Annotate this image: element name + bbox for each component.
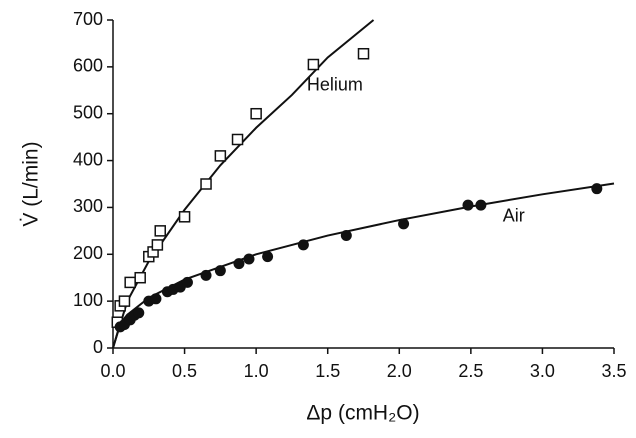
point: [307, 58, 320, 71]
point: [233, 258, 245, 270]
y-tick-label: 600: [73, 56, 103, 76]
point: [200, 269, 212, 281]
point: [475, 199, 487, 211]
point: [297, 239, 309, 251]
x-tick-label: 0.5: [172, 361, 197, 381]
x-tick-label: 3.5: [601, 361, 626, 381]
series-label: Helium: [307, 74, 363, 94]
point: [340, 230, 352, 242]
point: [250, 107, 262, 120]
point: [181, 276, 193, 288]
y-tick-label: 300: [73, 196, 103, 216]
point: [133, 307, 145, 319]
point: [150, 293, 162, 305]
point: [243, 253, 255, 265]
x-tick-label: 1.5: [315, 361, 340, 381]
point: [200, 178, 212, 190]
y-tick-label: 0: [93, 337, 103, 357]
x-tick-label: 2.0: [387, 361, 412, 381]
point: [154, 225, 166, 237]
y-tick-label: 400: [73, 149, 103, 169]
x-tick-label: 3.0: [530, 361, 555, 381]
point: [231, 133, 244, 146]
y-tick-label: 200: [73, 243, 103, 263]
series-label: Air: [503, 206, 525, 226]
point: [591, 183, 603, 195]
y-axis-label: V̇ (L/min): [20, 141, 43, 226]
fit-curve: [112, 182, 615, 349]
y-tick-label: 500: [73, 102, 103, 122]
point: [124, 276, 136, 289]
point: [357, 47, 370, 60]
point: [214, 265, 226, 277]
x-tick-label: 0.0: [100, 361, 125, 381]
point: [118, 295, 131, 307]
x-tick-label: 2.5: [458, 361, 483, 381]
point: [262, 251, 274, 263]
point: [214, 150, 227, 162]
point: [178, 211, 191, 223]
point: [462, 199, 474, 211]
y-tick-label: 100: [73, 290, 103, 310]
x-tick-label: 1.0: [244, 361, 269, 381]
y-tick-label: 700: [73, 9, 103, 29]
point: [151, 239, 164, 251]
point: [398, 218, 410, 230]
x-axis-label: Δp (cmH₂O): [306, 402, 419, 425]
point: [134, 271, 146, 284]
